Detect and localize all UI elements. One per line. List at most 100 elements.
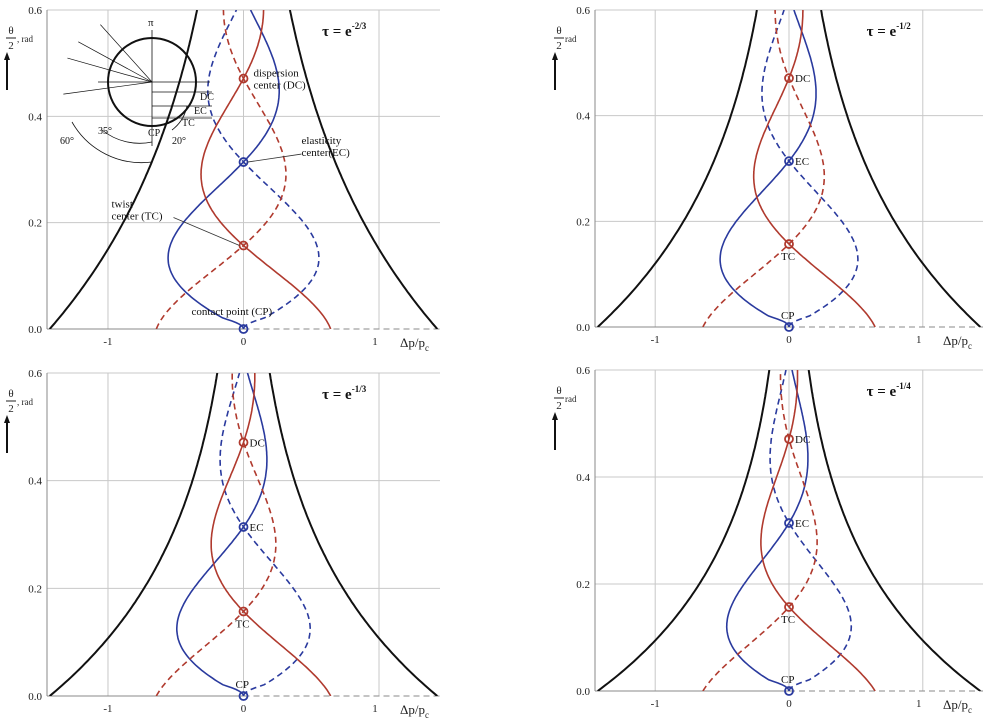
inset-angle-label: 35° [98,126,112,137]
marker-label-dc: DC [795,434,810,446]
x-tick-label: 1 [916,334,922,346]
tau-label: τ = e-2/3 [322,21,367,40]
annotation-elasticity-center-line: elasticity [302,135,342,147]
leader-line [173,217,240,246]
blue-solid-curve [719,10,817,327]
y-label-two: 2 [556,400,562,412]
inset-arc [71,121,153,164]
y-tick-label: 0.6 [576,5,590,17]
annotation-contact-point: contact point (CP) [192,306,273,318]
chart-panel-1: 0.0 0.2 0.4 0.6 -1 0 1 Δp/pc θ 2, rad τ = e-2/3 dis… [4,5,440,353]
y-tick-label: 0.6 [28,368,42,380]
marker-cp [238,691,249,701]
marker-dc [238,73,249,84]
y-label-two: 2 [8,40,14,52]
y-tick-label: 0.4 [576,111,590,123]
chart-panel-4: 0.0 0.2 0.4 0.6 -1 0 1 Δp/pc θ 2 rad τ = e-1/4 DC EC… [552,365,983,715]
annotation-contact-point-line: contact point (CP) [192,306,273,318]
inset-pi: π [148,17,154,29]
x-tick-label: -1 [103,703,112,715]
marker-label-ec: EC [250,522,264,534]
arrow-head-icon [552,412,558,420]
y-label-unit: , rad [17,34,33,44]
marker-label-dc: DC [250,437,265,449]
y-tick-label: 0.6 [28,5,42,17]
y-label-two: 2 [8,403,14,415]
marker-label-tc: TC [781,251,795,263]
envelope-right [807,370,981,691]
marker-ec [784,518,794,528]
y-tick-label: 0.2 [28,583,42,595]
annotation-twist-center-line: center (TC) [112,211,163,223]
curves [597,10,981,327]
annotation-twist-center-line: twist [112,199,133,211]
annotation-dispersion-center-line: center (DC) [254,80,307,92]
inset-label: TC [182,118,195,129]
inset-spoke [100,24,153,83]
inset-label: CP [148,128,161,139]
red-solid-curve [760,370,876,691]
chart-panel-2: 0.0 0.2 0.4 0.6 -1 0 1 Δp/pc θ 2 rad τ = e-1/2 DC EC… [552,5,983,351]
marker-ec [238,522,249,532]
x-axis-label: Δp/pc [943,697,972,715]
x-axis-label: Δp/pc [943,333,972,351]
y-axis-label: θ 2 rad [552,25,577,90]
marker-dc [784,73,794,84]
x-tick-label: 0 [786,698,792,710]
leader-line [247,153,302,163]
y-axis-label: θ 2, rad [4,25,33,90]
annotation-dispersion-center-line: dispersion [254,68,300,80]
arrow-head-icon [4,52,10,60]
blue-dashed-curve [219,373,311,696]
arrow-head-icon [4,415,10,423]
blue-dashed-curve [769,370,853,691]
tau-label: τ = e-1/2 [867,21,912,40]
y-label-unit: , rad [17,397,33,407]
blue-dashed-curve [207,10,320,329]
red-dashed-curve [702,10,826,327]
envelope-right [288,10,439,329]
marker-label-ec: EC [795,156,809,168]
marker-tc [784,602,794,612]
y-label-theta: θ [556,25,561,37]
y-tick-label: 0.0 [28,691,42,703]
x-tick-label: -1 [103,336,112,348]
x-tick-label: -1 [651,698,660,710]
blue-solid-curve [725,370,809,691]
inset-angle-label: 60° [60,136,74,147]
inset-label: DC [200,92,214,103]
curves [597,370,981,691]
marker-label-cp: CP [236,679,249,691]
x-tick-label: 1 [372,336,378,348]
red-dashed-curve [702,370,818,691]
y-label-unit: rad [565,34,577,44]
marker-cp [784,322,794,332]
marker-label-cp: CP [781,674,794,686]
envelope-left [49,373,219,696]
arrow-head-icon [552,52,558,60]
red-dashed-curve [155,373,277,696]
envelope-right [268,373,438,696]
y-tick-label: 0.4 [28,111,42,123]
envelope-left [597,10,758,327]
blue-solid-curve [167,10,280,329]
x-tick-label: -1 [651,334,660,346]
marker-cp [784,686,794,696]
marker-label-dc: DC [795,73,810,85]
y-tick-label: 0.0 [576,322,590,334]
x-tick-label: 1 [916,698,922,710]
y-label-theta: θ [8,388,13,400]
grid [47,9,440,329]
x-tick-label: 0 [241,336,247,348]
blue-dashed-curve [761,10,859,327]
x-axis-label: Δp/pc [400,335,429,353]
red-solid-curve [200,10,332,329]
y-axis-label: θ 2 rad [552,385,577,450]
curves [48,10,439,329]
inset-arc [171,105,188,131]
red-dashed-curve [155,10,287,329]
grid [47,372,440,696]
